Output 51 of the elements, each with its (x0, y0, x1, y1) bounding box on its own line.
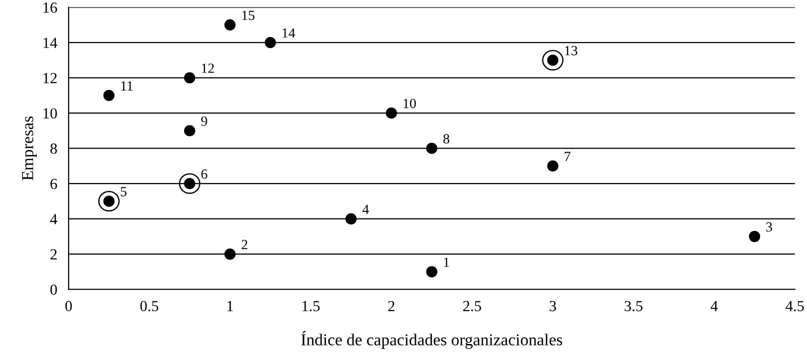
point (345, 213, 357, 224)
x-tick-label: 4.5 (786, 301, 804, 312)
y-tick-label: 4 (50, 214, 58, 224)
point (184, 72, 196, 84)
annotation: 4 (362, 204, 369, 214)
x-tick-label: 4 (710, 301, 718, 312)
y-tick-label: 12 (44, 72, 57, 84)
annotation: 7 (564, 152, 570, 161)
annotation: 3 (766, 222, 772, 232)
point (426, 142, 438, 154)
y-tick-label: 10 (44, 108, 57, 119)
y-tick-label: 8 (50, 143, 57, 154)
x-tick-label: 3.5 (624, 300, 642, 312)
annotation: 8 (443, 134, 450, 144)
y-tick-label: 0 (50, 284, 57, 295)
point (103, 90, 115, 102)
annotation: 13 (565, 46, 578, 56)
x-tick-label: 0 (65, 300, 72, 312)
annotation: 10 (404, 98, 416, 108)
point (386, 107, 397, 119)
x-tick-label: 2 (388, 300, 394, 312)
annotation: 9 (201, 116, 208, 126)
annotation: 15 (242, 10, 254, 20)
x-tick-label: 3 (550, 300, 556, 312)
annotation: 2 (242, 240, 248, 250)
x-axis-title: Índice de capacidades organizacionales (301, 331, 562, 349)
x-tick-label: 1.5 (302, 301, 320, 312)
point (224, 248, 236, 260)
point (224, 19, 236, 31)
annotation: 14 (282, 28, 296, 38)
point (748, 230, 760, 242)
point (542, 50, 564, 70)
point (547, 160, 558, 172)
y-tick-label: 16 (44, 2, 58, 13)
y-tick-label: 14 (44, 38, 58, 48)
x-tick-label: 0.5 (140, 300, 158, 312)
annotation: 11 (121, 81, 133, 90)
annotation: 12 (202, 64, 214, 73)
point (178, 173, 200, 194)
point (264, 36, 276, 48)
y-tick-label: 6 (50, 178, 58, 190)
point (426, 266, 438, 278)
y-tick-label: 2 (50, 249, 57, 260)
point (184, 125, 196, 136)
annotation: 6 (201, 169, 208, 179)
annotation: 5 (120, 187, 126, 196)
x-tick-label: 1 (228, 301, 233, 312)
annotation: 1 (444, 258, 449, 267)
y-axis-title: Empresas (22, 116, 37, 180)
point (98, 190, 120, 212)
x-tick-label: 2.5 (463, 300, 482, 312)
